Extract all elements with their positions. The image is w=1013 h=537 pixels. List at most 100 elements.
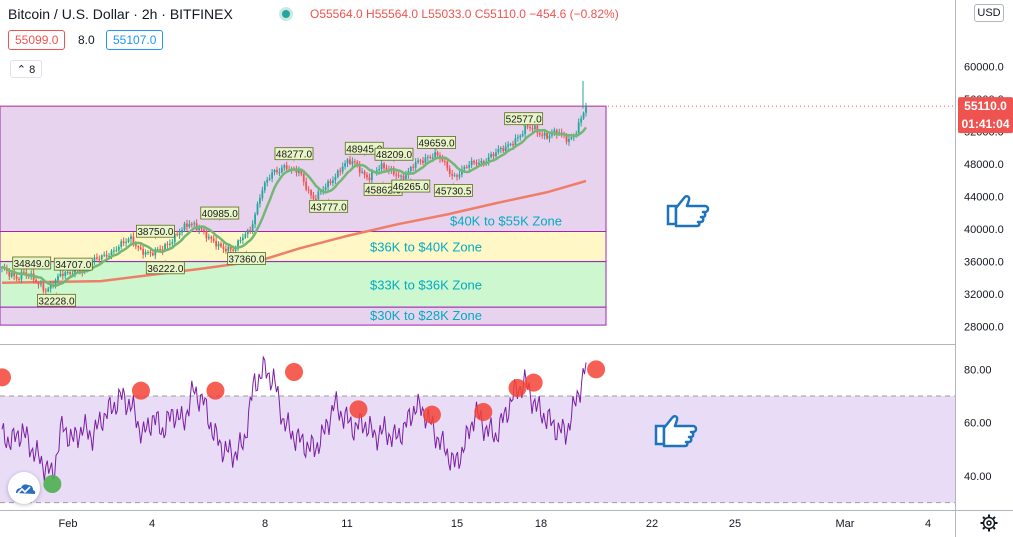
price-tick-label: 44000.0	[964, 192, 1004, 204]
candle-body	[378, 169, 381, 171]
pivot-label: 52577.0	[506, 115, 543, 126]
tradingview-logo-icon[interactable]	[8, 472, 40, 504]
pivot-label: 48209.0	[376, 150, 413, 161]
zone-box	[0, 306, 607, 326]
time-tick-label: Mar	[836, 518, 855, 530]
candle-body	[473, 160, 475, 163]
candle-body	[137, 246, 140, 248]
pivot-label-box	[53, 257, 93, 271]
candle-body	[181, 229, 183, 233]
rsi-overbought-marker	[474, 403, 493, 421]
price-tick-label: 32000.0	[964, 289, 1004, 301]
spread-value: 8.0	[78, 33, 95, 47]
candle-body	[263, 182, 266, 191]
candle-body	[541, 134, 544, 136]
candle-body	[173, 234, 176, 243]
symbol-title[interactable]: Bitcoin / U.S. Dollar · 2h · BITFINEX	[8, 6, 233, 22]
candle-body	[156, 249, 159, 251]
candle-body	[344, 163, 346, 167]
pivot-label-box	[391, 179, 431, 193]
candle-body	[424, 157, 427, 163]
sma-line	[1, 126, 588, 287]
candle-body	[244, 234, 247, 238]
indicators-collapse-button[interactable]: ⌃ 8	[10, 60, 42, 78]
candle-body	[346, 159, 349, 164]
candle-body	[475, 162, 478, 165]
candle-body	[436, 152, 439, 156]
candle-body	[534, 125, 536, 130]
candle-body	[317, 191, 320, 200]
pivot-label-box	[374, 147, 414, 161]
candle-body	[207, 236, 210, 239]
gear-icon[interactable]	[980, 514, 998, 532]
bid-button[interactable]: 55099.0	[8, 30, 66, 50]
candle-body	[310, 190, 312, 196]
candle-body	[538, 132, 541, 135]
candle-body	[147, 251, 149, 253]
candle-body	[224, 248, 227, 252]
pivot-label: 36222.0	[147, 264, 184, 275]
candle-body	[234, 248, 237, 251]
pivot-label: 48277.0	[276, 150, 313, 161]
candle-body	[419, 160, 422, 162]
rsi-overbought-marker	[0, 368, 11, 387]
indicator-count: 8	[29, 64, 36, 76]
price-tick-label: 60000.0	[964, 61, 1004, 73]
pivot-label: 45862.0	[365, 185, 402, 196]
time-tick-label: 22	[646, 518, 658, 530]
candle-body	[242, 237, 244, 241]
candle-body	[149, 251, 152, 254]
candle-body	[351, 161, 354, 165]
candle-body	[159, 249, 162, 251]
candle-body	[278, 172, 281, 174]
pivot-label: 46265.0	[393, 182, 430, 193]
candle-body	[356, 161, 359, 165]
candle-body	[521, 133, 524, 136]
candle-body	[237, 240, 239, 249]
candle-body	[20, 271, 23, 280]
candle-body	[397, 175, 400, 177]
rsi-overbought-marker	[285, 363, 303, 381]
currency-button[interactable]: USD	[974, 4, 1004, 22]
candle-body	[526, 125, 529, 128]
rsi-overbought-marker	[131, 381, 150, 400]
candle-body	[524, 125, 527, 134]
price-tick-label: 28000.0	[964, 322, 1004, 334]
candle-body	[220, 243, 222, 247]
candle-body	[169, 243, 171, 245]
candle-body	[490, 153, 492, 158]
candle-body	[271, 172, 273, 179]
candle-body	[531, 128, 534, 130]
candle-body	[385, 168, 388, 170]
candle-body	[18, 279, 20, 281]
candle-body	[509, 143, 512, 145]
candle-body	[183, 223, 186, 230]
candle-body	[361, 171, 364, 173]
candle-body	[553, 130, 556, 134]
candle-body	[502, 147, 505, 152]
candle-body	[44, 290, 47, 292]
pivot-label-box	[309, 199, 349, 213]
pivot-label: 34849.0	[14, 259, 51, 270]
candle-body	[492, 153, 495, 157]
candle-body	[59, 273, 62, 277]
candle-body	[71, 273, 74, 275]
candle-body	[497, 149, 500, 153]
candle-body	[115, 250, 118, 252]
candle-body	[74, 267, 76, 274]
candle-body	[113, 250, 115, 252]
rsi-overbought-marker	[206, 381, 225, 400]
candle-body	[188, 223, 191, 227]
candle-body	[98, 258, 101, 260]
candle-body	[504, 146, 507, 152]
candle-body	[259, 198, 261, 204]
zone-box	[0, 105, 607, 232]
candle-body	[380, 163, 383, 170]
tradingview-cloud-shape	[16, 484, 36, 494]
candle-body	[10, 272, 13, 277]
candle-body	[555, 130, 558, 135]
ask-button[interactable]: 55107.0	[106, 30, 164, 50]
candle-body	[49, 284, 52, 289]
pivot-label-box	[504, 112, 544, 126]
